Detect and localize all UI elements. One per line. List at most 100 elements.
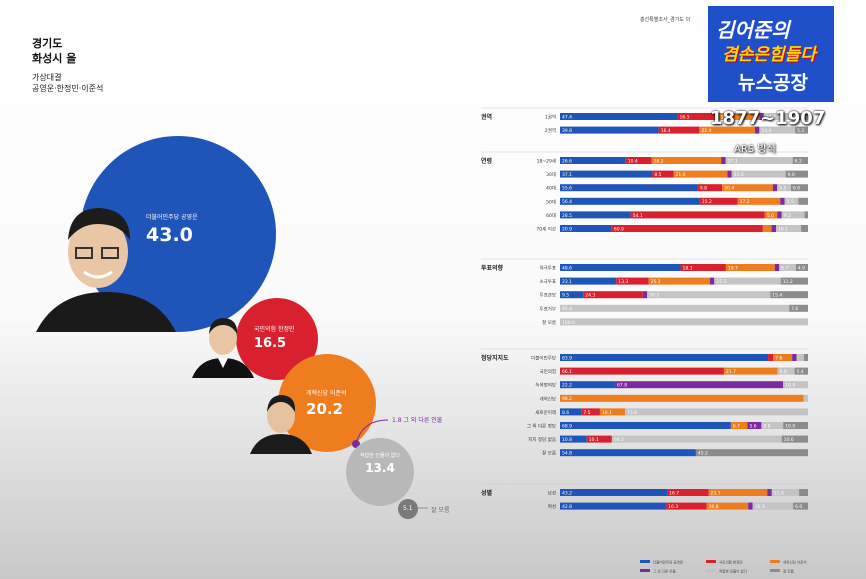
bar-segment bbox=[771, 225, 777, 232]
bubble-none-label: 적합한 인물이 없다 13.4 bbox=[358, 452, 402, 475]
bar-value-label: 5.2 bbox=[797, 128, 804, 134]
bar-segment bbox=[773, 354, 793, 361]
bar-value-label: 28.5 bbox=[562, 213, 572, 219]
bar-segment bbox=[789, 304, 808, 312]
bar-segment bbox=[560, 408, 582, 416]
candidate-photo-han bbox=[192, 310, 254, 378]
bar-segment bbox=[759, 126, 796, 134]
row-label: 남성 bbox=[548, 490, 556, 497]
group-label: 투표의향 bbox=[481, 264, 504, 272]
bar-segment bbox=[611, 435, 782, 443]
bar-value-label: 22.2 bbox=[562, 383, 572, 389]
bar-segment bbox=[680, 264, 726, 271]
bar-segment bbox=[793, 502, 808, 510]
bubble-other bbox=[352, 440, 360, 448]
bar-value-label: 83.9 bbox=[562, 355, 572, 361]
bar-value-label: 9.8 bbox=[700, 186, 707, 192]
bar-segment bbox=[699, 126, 755, 134]
bar-segment bbox=[767, 489, 772, 496]
bar-value-label: 55.6 bbox=[562, 186, 572, 192]
bar-segment bbox=[727, 170, 732, 178]
row-label: 녹색정의당 bbox=[535, 382, 556, 389]
row-label: 50대 bbox=[546, 198, 556, 205]
bar-segment bbox=[666, 502, 707, 510]
bar-value-label: 11.2 bbox=[783, 279, 793, 285]
bubble-none-value: 13.4 bbox=[365, 461, 395, 475]
bar-value-label: 100.0 bbox=[562, 320, 575, 326]
bar-value-label: 26.6 bbox=[562, 158, 572, 164]
bar-segment bbox=[794, 367, 808, 375]
bar-segment bbox=[560, 367, 724, 375]
bar-value-label: 8.5 bbox=[654, 172, 661, 178]
bar-segment bbox=[599, 408, 625, 416]
bar-segment bbox=[560, 225, 612, 232]
bar-segment bbox=[560, 381, 616, 389]
bar-segment bbox=[747, 422, 762, 429]
bar-segment bbox=[560, 435, 587, 443]
bar-segment bbox=[781, 435, 808, 443]
legend-swatch bbox=[706, 569, 716, 572]
bar-value-label: 17.2 bbox=[740, 199, 750, 205]
bar-segment bbox=[774, 264, 780, 271]
bar-segment bbox=[624, 408, 808, 416]
bar-value-label: 18.3 bbox=[683, 265, 693, 271]
bar-segment bbox=[783, 381, 808, 389]
bubble-reform-label: 개혁신당 이준석 20.2 bbox=[306, 388, 347, 418]
bar-value-label: 98.2 bbox=[562, 396, 572, 402]
row-label: 개혁신당 bbox=[539, 395, 556, 402]
bar-segment bbox=[730, 422, 748, 429]
row-label: 그 외 다른 정당 bbox=[527, 423, 556, 430]
bar-value-label: 19.7 bbox=[728, 265, 738, 271]
bar-segment bbox=[560, 157, 626, 164]
bubble-other-label: 1.8 그 외 다른 인물 bbox=[392, 415, 442, 424]
bar-segment bbox=[771, 489, 800, 496]
row-label: 소극투표 bbox=[539, 279, 556, 285]
bar-segment bbox=[560, 113, 678, 120]
bubble-dk-value: 5.1 bbox=[403, 505, 413, 512]
bar-value-label: 21.6 bbox=[734, 172, 744, 178]
bar-segment bbox=[762, 225, 772, 232]
candidate-photo-gong bbox=[36, 192, 176, 332]
bar-value-label: 10.0 bbox=[785, 423, 795, 429]
bar-segment bbox=[667, 489, 709, 496]
bar-segment bbox=[697, 184, 723, 192]
bar-segment bbox=[651, 157, 722, 164]
bubble-other-value: 1.8 bbox=[392, 417, 402, 424]
bar-value-label: 6.7 bbox=[733, 423, 740, 429]
bar-segment bbox=[723, 367, 778, 375]
bar-segment bbox=[722, 184, 773, 192]
bar-value-label: 47.4 bbox=[562, 114, 572, 120]
bar-value-label: 6.9 bbox=[793, 186, 800, 192]
bar-segment bbox=[790, 184, 808, 192]
matchup-title: 가상대결 bbox=[32, 73, 62, 82]
bar-segment bbox=[725, 264, 775, 271]
bar-value-label: 9.5 bbox=[562, 293, 569, 299]
row-label: 1권역 bbox=[545, 114, 556, 121]
title-block: 경기도 화성시 을 가상대결 공영운·한정민·이준석 bbox=[32, 36, 103, 94]
program-logo: 김어준의 겸손은힘들다 뉴스공장 bbox=[708, 6, 834, 102]
legend-swatch bbox=[770, 560, 780, 563]
bar-segment bbox=[677, 113, 719, 120]
bar-segment bbox=[706, 502, 749, 510]
bar-value-label: 15.4 bbox=[772, 293, 782, 299]
bar-value-label: 8.8 bbox=[763, 423, 770, 429]
bar-segment bbox=[616, 277, 649, 285]
bar-value-label: 16.7 bbox=[669, 490, 679, 496]
bar-segment bbox=[792, 157, 808, 164]
row-label: 새로운미래 bbox=[535, 409, 556, 416]
bubble-ppp-value: 16.5 bbox=[254, 336, 287, 351]
bar-value-label: 5.1 bbox=[797, 114, 804, 120]
bar-value-label: 9.2 bbox=[784, 213, 791, 219]
bubble-reform-name: 개혁신당 이준석 bbox=[306, 390, 347, 397]
row-label: 투표거부 bbox=[539, 305, 556, 312]
row-label: 국민의힘 bbox=[539, 368, 556, 375]
bar-segment bbox=[647, 291, 771, 299]
row-label: 더불어민주당 bbox=[531, 355, 556, 362]
bar-value-label: 10.1 bbox=[589, 437, 599, 443]
bar-value-label: 5.0 bbox=[767, 213, 774, 219]
bar-segment bbox=[560, 170, 653, 178]
bar-segment bbox=[699, 197, 738, 205]
bar-segment bbox=[784, 197, 799, 205]
row-label: 18~29세 bbox=[537, 158, 556, 165]
row-label: 40대 bbox=[546, 185, 556, 192]
